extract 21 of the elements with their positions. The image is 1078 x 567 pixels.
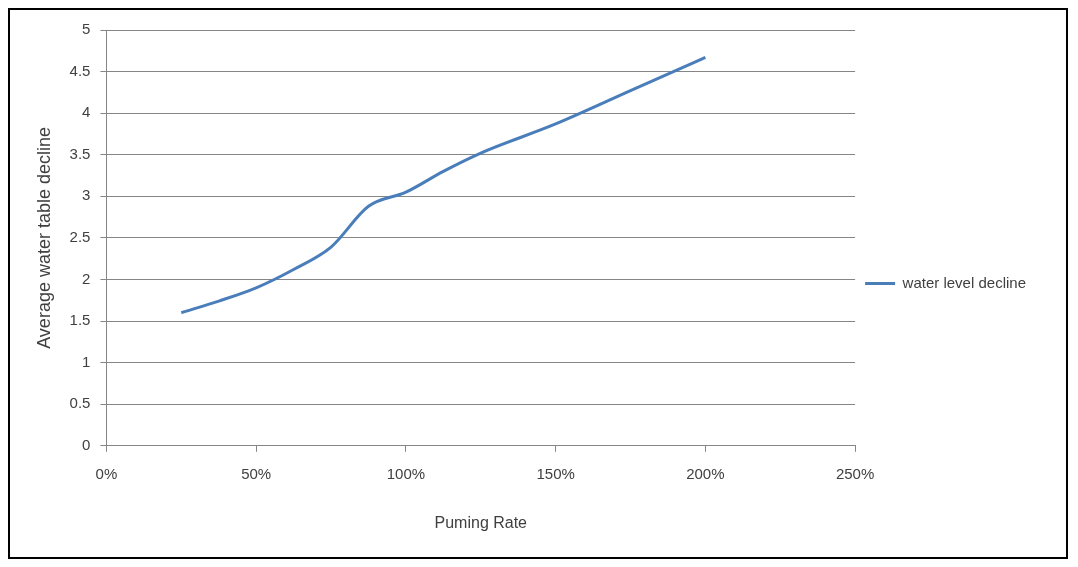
y-axis-title: Average water table decline — [33, 126, 54, 349]
y-tick-label: 4.5 — [69, 61, 91, 79]
x-tick-label: 0% — [95, 464, 118, 482]
y-tick-label: 5 — [82, 20, 91, 38]
y-tick-label: 2.5 — [69, 228, 91, 246]
line-series — [179, 55, 707, 315]
x-axis-title: Puming Rate — [434, 513, 528, 531]
x-tick-label: 200% — [686, 464, 725, 482]
y-tick-label: 3 — [82, 186, 91, 204]
y-tick-label: 0.5 — [69, 394, 91, 412]
y-tick-label: 1 — [82, 352, 91, 370]
x-tick-label: 150% — [536, 464, 575, 482]
x-tick-label: 50% — [241, 464, 272, 482]
y-tick-label: 2 — [82, 269, 91, 287]
legend-label: water level decline — [901, 273, 1027, 291]
x-tick-label: 250% — [835, 464, 875, 482]
y-tick-label: 4 — [82, 103, 91, 121]
y-tick-label: 1.5 — [69, 311, 91, 329]
x-tick-label: 100% — [386, 464, 426, 482]
y-tick-label: 0 — [82, 435, 91, 453]
y-tick-label: 3.5 — [69, 144, 91, 162]
